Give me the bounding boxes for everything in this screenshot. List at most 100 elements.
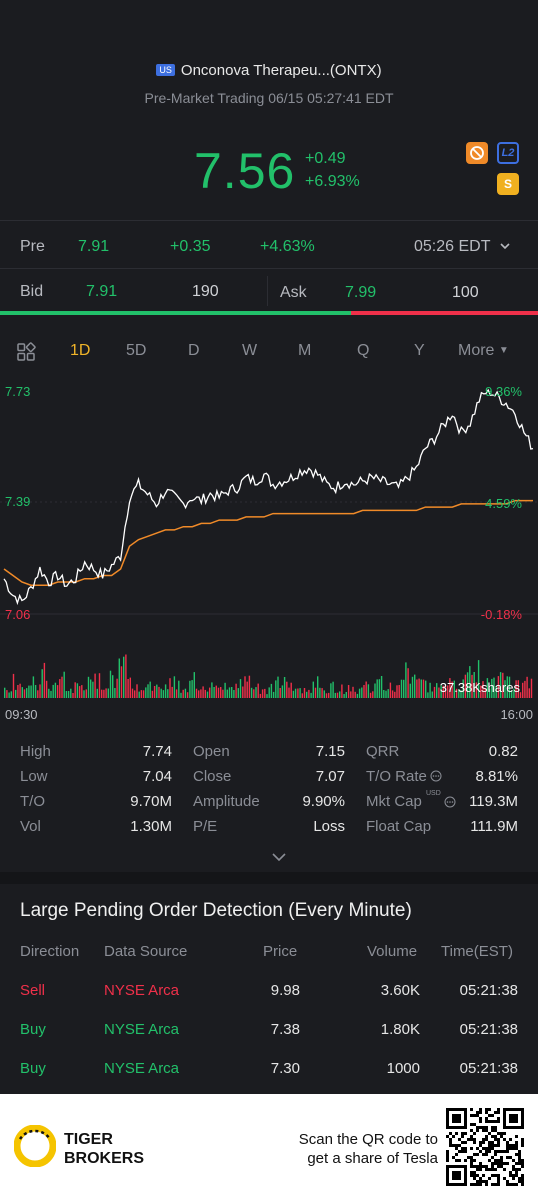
volume-bar (242, 686, 244, 698)
tab-w[interactable]: W (242, 342, 258, 359)
volume-bar (90, 679, 92, 698)
volume-bar (8, 692, 10, 698)
volume-bar (178, 680, 180, 698)
tab-q[interactable]: Q (357, 342, 370, 359)
volume-bar (396, 685, 398, 698)
volume-bar (92, 681, 94, 698)
bid-size: 190 (192, 283, 219, 300)
volume-bar (186, 692, 189, 698)
tab-more[interactable]: More ▼ (458, 342, 509, 360)
l2-icon[interactable]: L2 (497, 142, 519, 164)
volume-bar (138, 691, 140, 698)
volume-bar (114, 688, 116, 698)
volume-bar (10, 691, 12, 698)
stat-value-t-o: 9.70M (130, 793, 172, 810)
volume-bar (37, 690, 39, 698)
volume-bar (136, 684, 138, 698)
volume-bar (222, 689, 224, 698)
volume-bar (447, 685, 449, 698)
volume-bar (202, 686, 204, 698)
volume-bars (4, 654, 533, 698)
volume-bar (294, 688, 297, 698)
volume-bar (323, 690, 325, 698)
volume-bar (83, 690, 85, 698)
order-direction: Buy (20, 1021, 46, 1038)
volume-bar (358, 688, 361, 698)
tab-y[interactable]: Y (414, 342, 425, 359)
intraday-chart[interactable]: 7.73 7.39 7.06 9.36% 4.59% -0.18% 37.38K… (0, 378, 538, 720)
s-icon[interactable]: S (497, 173, 519, 195)
order-time: 05:21:38 (459, 1021, 518, 1038)
volume-bar (116, 678, 118, 698)
market-badge: US (156, 64, 175, 76)
volume-bar (451, 681, 453, 698)
ban-icon[interactable] (466, 142, 488, 164)
volume-bar (464, 674, 467, 698)
volume-bar (105, 688, 107, 698)
volume-bar (486, 678, 489, 698)
volume-bar (81, 685, 83, 698)
volume-bar (429, 682, 431, 698)
ask-ratio-bar (350, 311, 538, 315)
volume-bar (32, 676, 35, 698)
volume-bar (279, 688, 281, 698)
order-source: NYSE Arca (104, 982, 180, 999)
volume-bar (403, 679, 405, 698)
order-time: 05:21:38 (459, 1060, 518, 1077)
volume-bar (167, 689, 169, 698)
stock-title[interactable]: US Onconova Therapeu...(ONTX) (0, 62, 538, 79)
y-label-low: 7.06 (5, 607, 30, 622)
volume-bar (303, 688, 306, 698)
volume-bar (220, 687, 222, 698)
y-label-mid: 7.39 (5, 494, 30, 509)
volume-bar (440, 685, 442, 698)
volume-bar (189, 680, 191, 698)
orders-title: Large Pending Order Detection (Every Min… (20, 900, 412, 921)
volume-bar (173, 676, 176, 698)
volume-bar (336, 692, 339, 698)
volume-bar (511, 690, 513, 698)
volume-bar (420, 679, 422, 698)
volume-bar (449, 678, 451, 698)
volume-bar (233, 690, 235, 698)
volume-bar (356, 693, 359, 698)
volume-bar (425, 680, 427, 698)
volume-bar (107, 688, 109, 698)
chart-layout-icon[interactable] (16, 342, 36, 367)
stat-label-high: High (20, 743, 51, 760)
volume-bar (65, 691, 68, 698)
col-header-price: Price (263, 943, 298, 960)
tab-d[interactable]: D (188, 342, 200, 359)
volume-bar (147, 684, 149, 698)
volume-bar (526, 676, 528, 698)
volume-bar (477, 660, 480, 698)
tab-5d[interactable]: 5D (126, 342, 147, 359)
volume-bar (206, 691, 209, 698)
volume-bar (28, 685, 30, 698)
volume-bar (354, 691, 356, 698)
divider (267, 276, 268, 306)
volume-bar (330, 683, 332, 698)
info-icon[interactable] (444, 795, 456, 813)
volume-bar (398, 685, 400, 698)
volume-bar (369, 692, 372, 698)
volume-bar (239, 679, 242, 698)
pre-time-selector[interactable]: 05:26 EDT (414, 238, 511, 256)
volume-bar (400, 679, 403, 698)
info-icon[interactable] (430, 769, 442, 787)
col-header-time: Time(EST) (441, 943, 513, 960)
volume-bar (131, 688, 134, 698)
col-header-source: Data Source (104, 943, 188, 960)
volume-bar (26, 688, 28, 698)
ask-label: Ask (280, 284, 307, 301)
volume-bar (475, 682, 478, 698)
volume-bar (283, 677, 286, 698)
volume-bar (180, 692, 182, 698)
volume-bar (471, 674, 473, 698)
volume-bar (374, 683, 376, 698)
tab-1d[interactable]: 1D (70, 342, 91, 359)
volume-bar (261, 689, 264, 698)
tab-m[interactable]: M (298, 342, 312, 359)
volume-bar (109, 670, 112, 698)
expand-chevron-icon[interactable] (271, 850, 287, 868)
